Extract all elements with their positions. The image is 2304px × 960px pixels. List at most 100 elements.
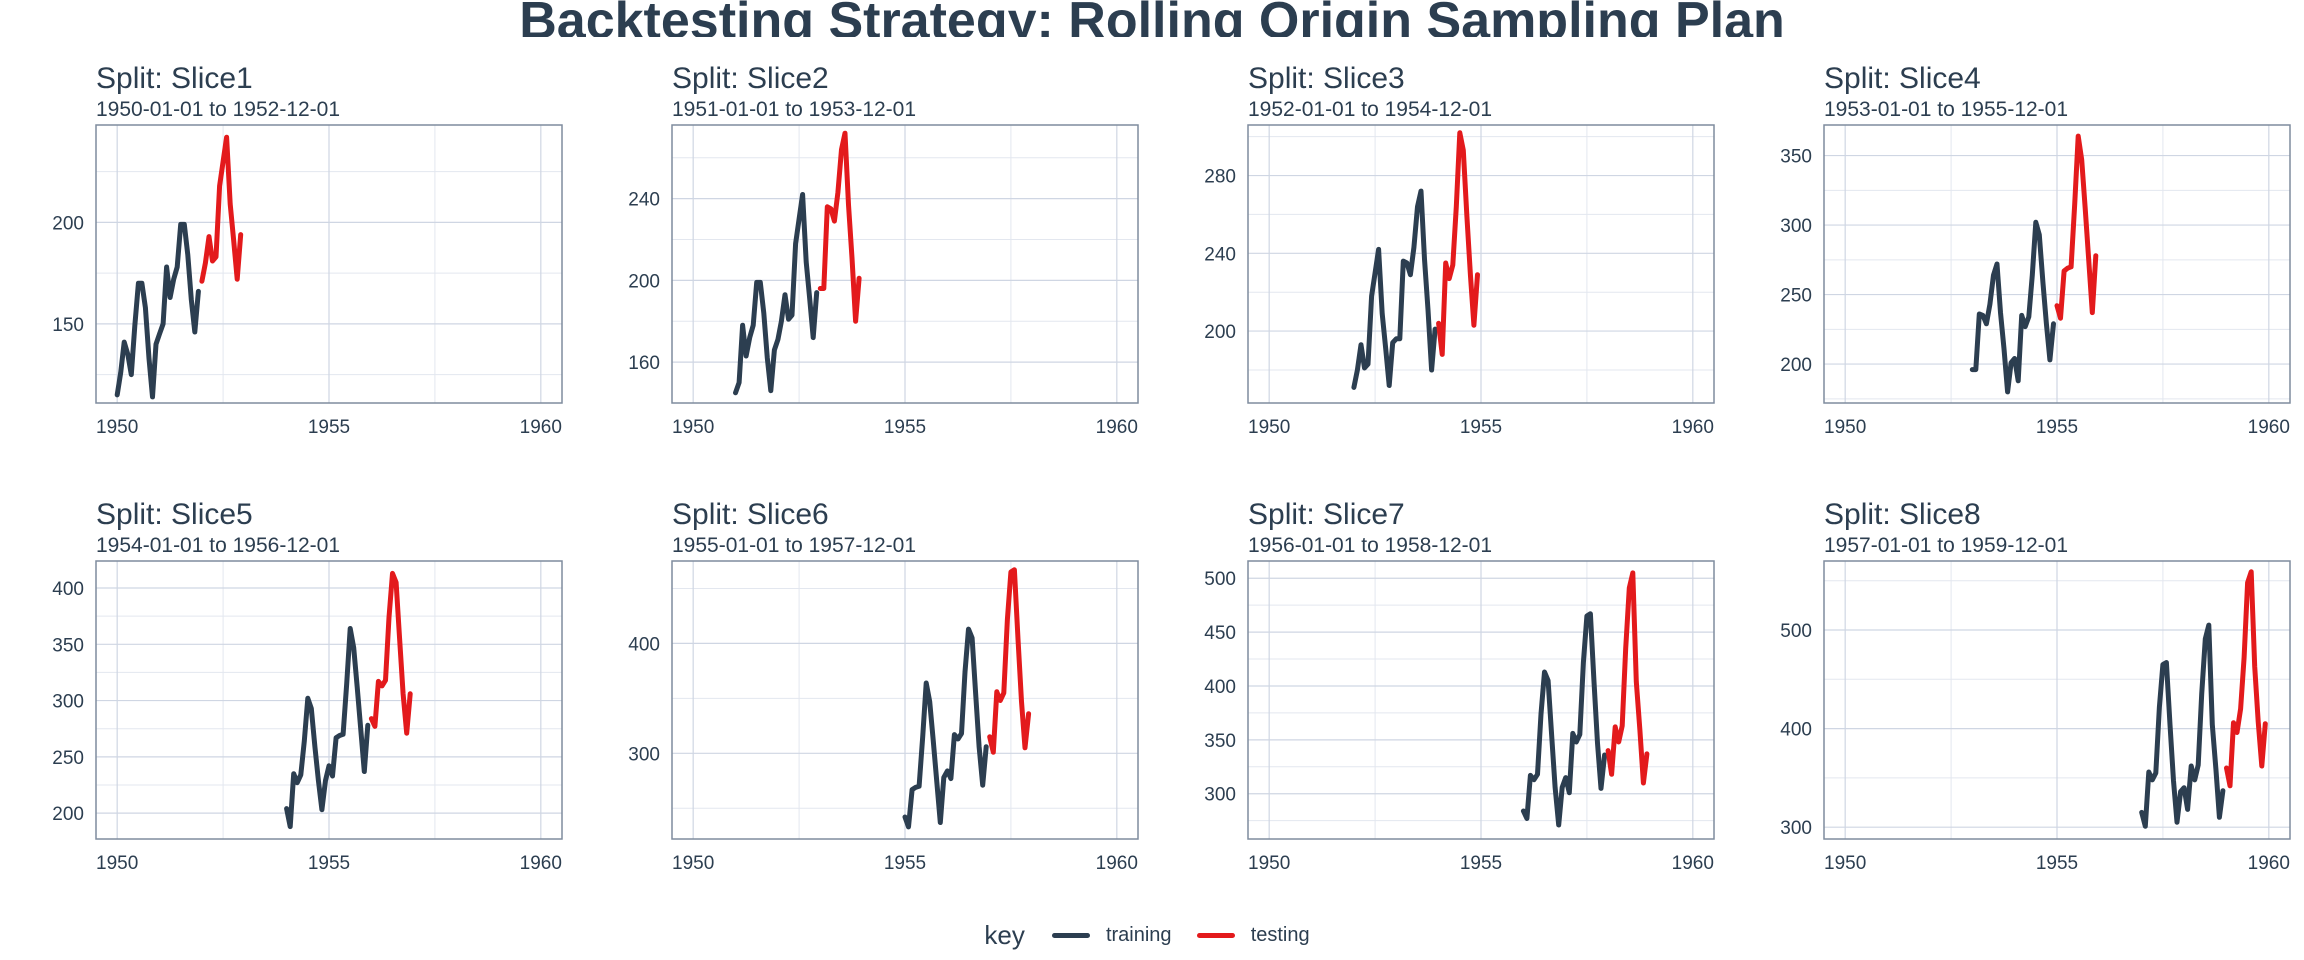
panel-title: Split: Slice6 [672,498,829,531]
y-tick-label: 500 [1204,569,1236,590]
x-tick-label: 1950 [1824,417,1866,438]
x-tick-label: 1950 [1248,417,1290,438]
series-testing [1436,130,1480,357]
x-tick-label: 1960 [1096,853,1138,874]
x-tick-label: 1955 [1460,853,1502,874]
y-tick-label: 300 [1780,216,1812,237]
panel-border [95,124,563,404]
series-training [1520,611,1608,828]
series-training [1969,219,2056,395]
x-tick-label: 1960 [1672,853,1714,874]
series-testing [199,134,244,284]
panel-subtitle: 1950-01-01 to 1952-12-01 [96,98,340,121]
page-title: Backtesting Strategy: Rolling Origin Sam… [519,0,1785,37]
panel-title: Split: Slice3 [1248,62,1405,95]
panel-border [95,560,563,840]
x-tick-label: 1960 [2248,417,2290,438]
panel-subtitle: 1956-01-01 to 1958-12-01 [1248,534,1492,557]
x-tick-label: 1955 [2036,417,2078,438]
legend: key training testing [0,920,2304,951]
panel-subtitle: 1953-01-01 to 1955-12-01 [1824,98,2068,121]
x-tick-label: 1950 [96,853,138,874]
y-tick-label: 280 [1204,167,1236,188]
y-tick-label: 450 [1204,623,1236,644]
y-tick-label: 240 [1204,244,1236,265]
legend-label-training: training [1105,924,1172,947]
y-tick-label: 200 [1780,355,1812,376]
legend-title: key [984,920,1025,950]
x-tick-label: 1960 [2248,853,2290,874]
panel-title: Split: Slice7 [1248,498,1405,531]
panel-border [1247,124,1715,404]
x-tick-label: 1960 [520,853,562,874]
x-tick-label: 1960 [520,417,562,438]
y-tick-label: 300 [52,692,84,713]
panel-title: Split: Slice1 [96,62,253,95]
y-tick-label: 200 [628,271,660,292]
panel-border [1823,560,2291,840]
panel-5: Split: Slice5 1954-01-01 to 1956-12-01 200… [52,498,563,874]
panel-title: Split: Slice2 [672,62,829,95]
panel-8: Split: Slice8 1957-01-01 to 1959-12-01 300… [1780,498,2291,874]
y-tick-label: 350 [1780,147,1812,168]
panel-1: Split: Slice1 1950-01-01 to 1952-12-01 150… [52,62,563,438]
x-tick-label: 1960 [1096,417,1138,438]
panel-border [1247,560,1715,840]
x-tick-label: 1950 [672,853,714,874]
y-tick-label: 200 [52,213,84,234]
panel-title: Split: Slice5 [96,498,253,531]
panel-subtitle: 1952-01-01 to 1954-12-01 [1248,98,1492,121]
y-tick-label: 240 [628,190,660,211]
panel-subtitle: 1957-01-01 to 1959-12-01 [1824,534,2068,557]
y-tick-label: 400 [52,579,84,600]
panel-3: Split: Slice3 1952-01-01 to 1954-12-01 200… [1204,62,1715,438]
series-testing [1605,570,1650,786]
legend-swatch-testing [1197,933,1236,939]
y-tick-label: 350 [1204,731,1236,752]
series-testing [2054,133,2099,321]
y-tick-label: 300 [1780,818,1812,839]
x-tick-label: 1950 [96,417,138,438]
x-tick-label: 1955 [2036,853,2078,874]
series-training [114,221,201,400]
y-tick-label: 400 [1780,720,1812,741]
x-tick-label: 1955 [884,853,926,874]
panel-title: Split: Slice4 [1824,62,1981,95]
panel-subtitle: 1951-01-01 to 1953-12-01 [672,98,916,121]
legend-label-testing: testing [1250,924,1310,947]
x-tick-label: 1955 [1460,417,1502,438]
x-tick-label: 1950 [1824,853,1866,874]
series-training [733,192,820,396]
y-tick-label: 200 [1204,322,1236,343]
panel-4: Split: Slice4 1953-01-01 to 1955-12-01 200… [1780,62,2291,438]
panel-subtitle: 1955-01-01 to 1957-12-01 [672,534,916,557]
y-tick-label: 250 [1780,286,1812,307]
legend-item-testing: testing [1197,924,1310,947]
y-tick-label: 300 [1204,785,1236,806]
legend-swatch-training [1052,933,1091,939]
x-tick-label: 1960 [1672,417,1714,438]
y-tick-label: 400 [1204,677,1236,698]
series-testing [817,130,862,324]
panel-border [671,124,1139,404]
legend-item-training: training [1052,924,1172,947]
series-testing [987,567,1032,755]
panel-border [671,560,1139,840]
panel-title: Split: Slice8 [1824,498,1981,531]
x-tick-label: 1955 [308,853,350,874]
series-training [902,626,989,830]
y-tick-label: 150 [52,315,84,336]
y-tick-label: 300 [628,744,660,765]
series-training [284,626,371,830]
panel-subtitle: 1954-01-01 to 1956-12-01 [96,534,340,557]
y-tick-label: 400 [628,634,660,655]
panel-border [1823,124,2291,404]
x-tick-label: 1955 [884,417,926,438]
y-tick-label: 200 [52,804,84,825]
x-tick-label: 1950 [672,417,714,438]
y-tick-label: 250 [52,748,84,769]
panel-2: Split: Slice2 1951-01-01 to 1953-12-01 160… [628,62,1139,438]
panel-7: Split: Slice7 1956-01-01 to 1958-12-01 300… [1204,498,1715,874]
series-testing [368,570,413,736]
